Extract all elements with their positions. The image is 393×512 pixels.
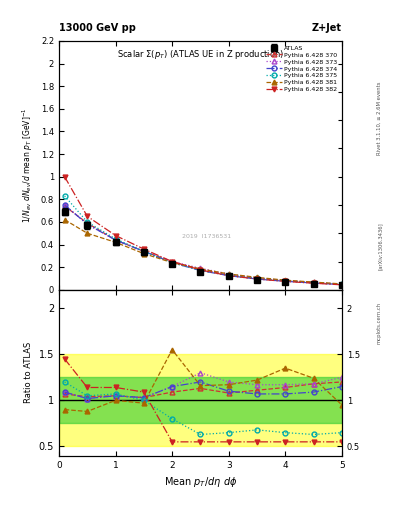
Pythia 6.428 381	[311, 279, 316, 285]
Pythia 6.428 373	[113, 237, 118, 243]
Pythia 6.428 375	[62, 193, 67, 199]
Pythia 6.428 374	[226, 272, 231, 279]
Pythia 6.428 370	[283, 278, 288, 284]
Pythia 6.428 375	[170, 260, 174, 266]
Pythia 6.428 370	[255, 275, 259, 282]
Pythia 6.428 373	[141, 248, 146, 254]
Pythia 6.428 381	[113, 239, 118, 245]
Pythia 6.428 374	[198, 267, 203, 273]
Pythia 6.428 382	[283, 279, 288, 285]
Bar	[59, 377, 342, 423]
Pythia 6.428 382	[340, 282, 344, 288]
Pythia 6.428 374	[113, 237, 118, 243]
Line: Pythia 6.428 382: Pythia 6.428 382	[62, 174, 344, 287]
Text: mcplots.cern.ch: mcplots.cern.ch	[377, 302, 382, 344]
Pythia 6.428 381	[198, 266, 203, 272]
Pythia 6.428 374	[85, 221, 90, 227]
Pythia 6.428 373	[340, 281, 344, 287]
Pythia 6.428 373	[85, 221, 90, 227]
Pythia 6.428 375	[311, 280, 316, 286]
Pythia 6.428 375	[141, 248, 146, 254]
Pythia 6.428 382	[85, 213, 90, 219]
Pythia 6.428 374	[255, 276, 259, 282]
Text: [arXiv:1306.3436]: [arXiv:1306.3436]	[378, 222, 383, 270]
Pythia 6.428 375	[198, 267, 203, 273]
Line: Pythia 6.428 370: Pythia 6.428 370	[62, 204, 344, 287]
Pythia 6.428 374	[311, 280, 316, 286]
Pythia 6.428 382	[141, 246, 146, 252]
Pythia 6.428 381	[85, 230, 90, 237]
Pythia 6.428 381	[170, 260, 174, 266]
Pythia 6.428 374	[283, 278, 288, 284]
Text: Z+Jet: Z+Jet	[312, 23, 342, 33]
X-axis label: Mean $p_T/d\eta\ d\phi$: Mean $p_T/d\eta\ d\phi$	[164, 475, 237, 489]
Pythia 6.428 370	[141, 248, 146, 254]
Pythia 6.428 374	[62, 202, 67, 208]
Pythia 6.428 373	[170, 259, 174, 265]
Pythia 6.428 370	[226, 272, 231, 278]
Pythia 6.428 374	[340, 282, 344, 288]
Pythia 6.428 373	[62, 202, 67, 208]
Y-axis label: Ratio to ATLAS: Ratio to ATLAS	[24, 342, 33, 403]
Pythia 6.428 375	[283, 278, 288, 284]
Pythia 6.428 381	[283, 277, 288, 283]
Pythia 6.428 370	[311, 280, 316, 286]
Pythia 6.428 373	[255, 275, 259, 281]
Bar	[59, 354, 342, 446]
Pythia 6.428 381	[62, 217, 67, 223]
Text: Scalar $\Sigma(p_T)$ (ATLAS UE in Z production): Scalar $\Sigma(p_T)$ (ATLAS UE in Z prod…	[117, 49, 284, 61]
Text: Rivet 3.1.10, ≥ 2.6M events: Rivet 3.1.10, ≥ 2.6M events	[377, 81, 382, 155]
Pythia 6.428 373	[311, 280, 316, 286]
Pythia 6.428 370	[85, 220, 90, 226]
Text: 2019  I1736531: 2019 I1736531	[182, 233, 231, 239]
Text: 13000 GeV pp: 13000 GeV pp	[59, 23, 136, 33]
Pythia 6.428 370	[113, 237, 118, 243]
Pythia 6.428 382	[226, 272, 231, 279]
Pythia 6.428 382	[255, 276, 259, 282]
Pythia 6.428 373	[226, 271, 231, 277]
Pythia 6.428 381	[141, 250, 146, 257]
Pythia 6.428 375	[85, 219, 90, 225]
Pythia 6.428 375	[340, 281, 344, 287]
Pythia 6.428 373	[283, 278, 288, 284]
Pythia 6.428 382	[62, 174, 67, 180]
Line: Pythia 6.428 373: Pythia 6.428 373	[62, 203, 344, 287]
Pythia 6.428 375	[226, 272, 231, 278]
Line: Pythia 6.428 381: Pythia 6.428 381	[62, 217, 344, 286]
Pythia 6.428 375	[255, 275, 259, 282]
Line: Pythia 6.428 374: Pythia 6.428 374	[62, 203, 344, 287]
Pythia 6.428 370	[340, 281, 344, 287]
Pythia 6.428 382	[170, 259, 174, 265]
Pythia 6.428 373	[198, 265, 203, 271]
Pythia 6.428 382	[113, 232, 118, 239]
Pythia 6.428 374	[170, 260, 174, 266]
Pythia 6.428 370	[198, 266, 203, 272]
Pythia 6.428 375	[113, 236, 118, 242]
Pythia 6.428 381	[340, 281, 344, 287]
Pythia 6.428 382	[311, 280, 316, 286]
Pythia 6.428 382	[198, 267, 203, 273]
Pythia 6.428 381	[255, 274, 259, 281]
Pythia 6.428 370	[170, 259, 174, 265]
Y-axis label: $1/N_{ev}\ dN_{ev}/d$ mean $p_T\ [\mathrm{GeV}]^{-1}$: $1/N_{ev}\ dN_{ev}/d$ mean $p_T\ [\mathr…	[21, 108, 35, 223]
Pythia 6.428 381	[226, 271, 231, 277]
Legend: ATLAS, Pythia 6.428 370, Pythia 6.428 373, Pythia 6.428 374, Pythia 6.428 375, P: ATLAS, Pythia 6.428 370, Pythia 6.428 37…	[265, 44, 339, 94]
Pythia 6.428 374	[141, 248, 146, 254]
Line: Pythia 6.428 375: Pythia 6.428 375	[62, 194, 344, 287]
Pythia 6.428 370	[62, 203, 67, 209]
